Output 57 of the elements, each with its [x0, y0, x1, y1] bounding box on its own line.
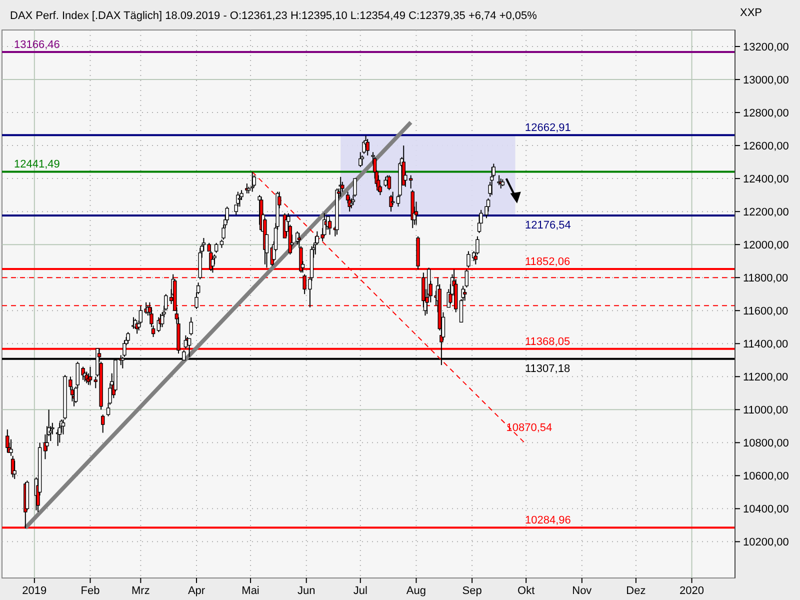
candlestick — [214, 242, 218, 254]
x-tick-label: Dez — [626, 585, 646, 597]
candlestick — [366, 138, 370, 156]
y-tick-label: 11400,00 — [743, 338, 788, 351]
ref-line-label: 11307,18 — [525, 362, 570, 375]
y-tick-label: 11200,00 — [743, 372, 788, 384]
y-tick-label: 10200,00 — [743, 536, 789, 549]
y-tick-label: 12000,00 — [743, 240, 789, 252]
candlestick — [101, 414, 105, 434]
candlestick — [12, 460, 16, 480]
x-tick-label: Jul — [353, 585, 368, 597]
y-tick-label: 12200,00 — [743, 206, 789, 219]
y-tick-label: 13200,00 — [743, 42, 789, 54]
ref-line-label: 13166,46 — [14, 39, 60, 52]
y-tick-label: 11800,00 — [743, 272, 788, 285]
candlestick — [389, 194, 393, 212]
x-tick-label: Jun — [297, 585, 316, 597]
candlestick — [6, 428, 10, 454]
candlestick — [225, 206, 229, 224]
y-tick-label: 11600,00 — [743, 306, 788, 318]
text: XXP — [740, 7, 762, 19]
ref-line-label: 12441,49 — [14, 158, 60, 171]
ref-line-label: 10284,96 — [525, 514, 571, 527]
y-tick-label: 12800,00 — [743, 108, 789, 120]
chart-title: DAX Perf. Index [.DAX Täglich] 18.09.2019 - O:12361,23 H:12395,10 L:12354,49 C:12379,35 +6,74 +0,05% — [10, 10, 538, 22]
x-tick-label: Okt — [518, 585, 535, 597]
candlestick — [464, 268, 469, 288]
candlestick — [126, 332, 130, 344]
ref-line-label: 12176,54 — [525, 219, 571, 232]
candlestick — [463, 288, 467, 302]
y-tick-label: 10400,00 — [743, 504, 789, 516]
y-tick-label: 12400,00 — [743, 174, 789, 186]
y-tick-label: 11000,00 — [743, 404, 788, 417]
x-tick-label: Nov — [572, 585, 592, 597]
y-tick-label: 13000,00 — [743, 74, 789, 87]
candlestick — [486, 198, 490, 212]
candlestick — [88, 366, 92, 386]
x-tick-label: Mrz — [132, 585, 150, 597]
annotation: 10870,54 — [506, 422, 552, 434]
y-tick-label: 12600,00 — [743, 140, 789, 153]
candlestick — [490, 166, 494, 196]
x-tick-label: Feb — [80, 585, 100, 597]
x-tick-label: 2019 — [22, 585, 47, 597]
x-tick-label: Mai — [242, 585, 260, 597]
x-tick-label: 2020 — [680, 585, 704, 597]
x-tick-label: Apr — [188, 585, 206, 597]
x-tick-label: Sep — [462, 585, 482, 597]
ref-line-label: 11368,05 — [525, 336, 570, 348]
y-tick-label: 10600,00 — [743, 470, 789, 483]
y-tick-label: 10800,00 — [743, 438, 789, 450]
x-tick-label: Aug — [406, 585, 426, 597]
candlestick — [189, 316, 193, 336]
candlestick — [360, 154, 364, 166]
candlestick — [350, 198, 354, 209]
ref-line-label: 11852,06 — [525, 256, 570, 268]
candlestick — [328, 219, 332, 236]
ref-line-label: 12662,91 — [525, 122, 571, 134]
